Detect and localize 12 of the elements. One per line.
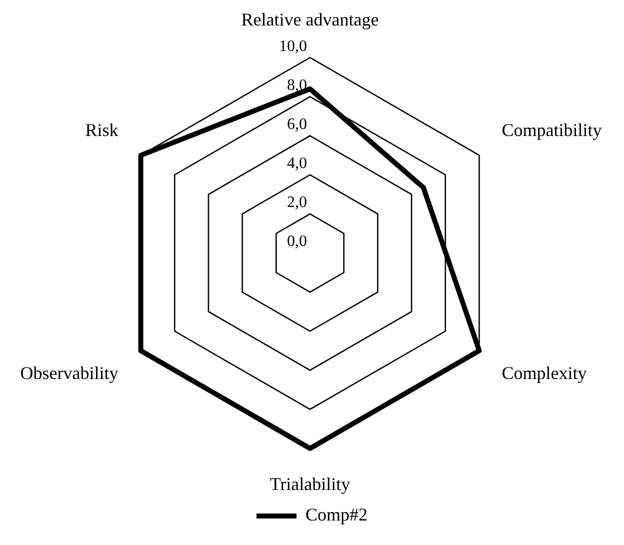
spoke-label: Relative advantage bbox=[241, 10, 379, 30]
y-tick-label: 10,0 bbox=[279, 38, 307, 55]
spoke-label: Compatibility bbox=[502, 120, 602, 140]
spoke-label: Trialability bbox=[270, 474, 350, 494]
y-tick-label: 2,0 bbox=[287, 194, 307, 212]
y-tick-label: 0,0 bbox=[287, 233, 307, 250]
spoke-label: Risk bbox=[85, 120, 118, 140]
legend-label: Comp#2 bbox=[305, 504, 368, 525]
y-tick-label: 6,0 bbox=[287, 116, 307, 133]
spoke-label: Complexity bbox=[502, 363, 587, 384]
spoke-label: Observability bbox=[20, 363, 118, 384]
y-tick-label: 4,0 bbox=[287, 155, 307, 172]
